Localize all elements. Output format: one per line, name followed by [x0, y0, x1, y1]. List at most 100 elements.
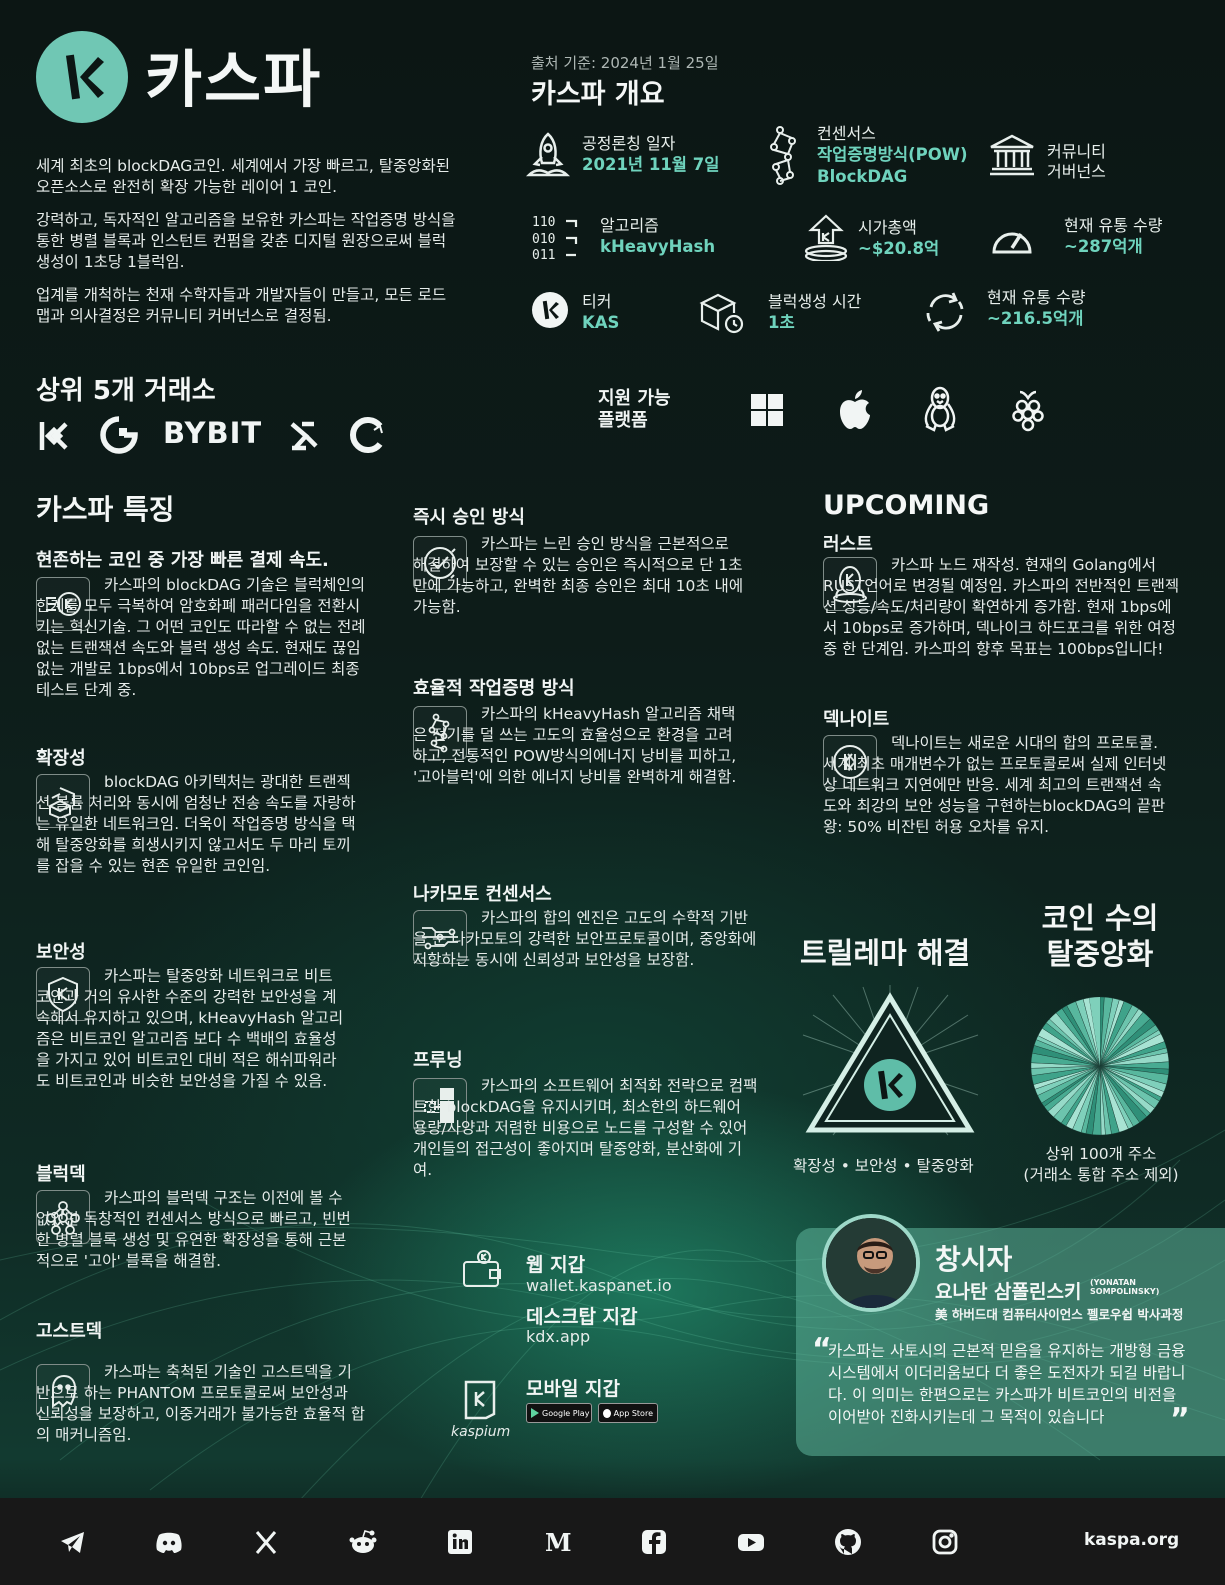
google-play-label: Google Play [542, 1408, 590, 1418]
app-store-button[interactable]: App Store [598, 1403, 658, 1423]
linux-tux-icon [922, 386, 958, 432]
block-time-icon [697, 290, 745, 336]
footer-site-link[interactable]: kaspa.org [1084, 1530, 1180, 1550]
exchange-coinex-icon[interactable] [348, 416, 386, 454]
community-label-1: 커뮤니티 [1047, 142, 1106, 161]
ticker-kaspa-icon [530, 290, 570, 330]
speed-title: 현존하는 코인 중 가장 빠른 결제 속도. [36, 550, 329, 571]
dagknight-icon [823, 735, 877, 789]
exchange-bitget-icon[interactable] [286, 419, 320, 453]
governance-building-icon [987, 132, 1037, 178]
ghostdag-ghost-icon [36, 1364, 90, 1418]
dagknight-text: 덱나이트는 새로운 시대의 합의 프로토콜. 세계 최초 매개변수가 없는 프로… [823, 733, 1168, 838]
kaspium-logo-icon [458, 1378, 502, 1422]
web-wallet-title: 웹 지갑 [526, 1254, 586, 1276]
exchanges-title: 상위 5개 거래소 [36, 376, 216, 406]
github-icon[interactable] [833, 1527, 863, 1557]
scalability-icon [36, 774, 90, 828]
speed-text-content: 카스파의 blockDAG 기술은 블럭체인의 한계를 모두 극복하여 암호화폐… [36, 576, 366, 699]
exchange-bybit-logo[interactable]: BYBIT [163, 416, 263, 450]
dagknight-text-content: 덱나이트는 새로운 시대의 합의 프로토콜. 세계 최초 매개변수가 없는 프로… [823, 734, 1167, 836]
platforms-label-2: 플랫폼 [598, 410, 648, 431]
intro-paragraph-2: 강력하고, 독자적인 알고리즘을 보유한 카스파는 작업증명 방식을 통한 병렬… [36, 211, 456, 271]
speed-text: 카스파의 blockDAG 기술은 블럭체인의 한계를 모두 극복하여 암호화폐… [36, 575, 366, 701]
raspberry-pi-icon [1010, 388, 1046, 432]
x-twitter-icon[interactable] [251, 1527, 281, 1557]
exchange-kucoin-icon[interactable] [36, 418, 72, 454]
founder-name-en-1: (YONATAN [1090, 1278, 1136, 1287]
security-title: 보안성 [36, 942, 86, 963]
svg-text:010: 010 [532, 232, 555, 247]
discord-icon[interactable] [154, 1527, 184, 1557]
youtube-icon[interactable] [736, 1527, 766, 1557]
consensus-value: 작업증명방식(POW) [817, 145, 968, 164]
background-network-lines [0, 1129, 1225, 1500]
footer-bar [0, 1498, 1225, 1585]
rocket-icon [524, 130, 572, 180]
medium-icon[interactable]: M [542, 1527, 572, 1557]
algorithm-value: kHeavyHash [600, 237, 716, 256]
instant-check-icon [413, 536, 467, 590]
overview-title: 카스파 개요 [531, 79, 665, 110]
overview-source: 출처 기준: 2024년 1월 25일 [531, 54, 719, 72]
svg-text:011: 011 [532, 248, 555, 261]
trilemma-triangle-icon [798, 985, 983, 1145]
linkedin-icon[interactable] [445, 1527, 475, 1557]
rust-title: 러스트 [823, 534, 873, 555]
supply-value: ~287억개 [1064, 237, 1143, 256]
mobile-wallet-title: 모바일 지갑 [526, 1378, 621, 1400]
ticker-value: KAS [582, 313, 620, 332]
founder-title: 창시자 [935, 1243, 1013, 1276]
founder-avatar [822, 1214, 920, 1312]
ticker-label: 티커 [582, 292, 612, 311]
intro-paragraph-1: 세계 최초의 blockDAG코인. 세계에서 가장 빠르고, 탈중앙화된 오픈… [36, 157, 451, 196]
instagram-icon[interactable] [930, 1527, 960, 1557]
supply-label: 현재 유통 수량 [1064, 216, 1163, 235]
trilemma-title: 트릴레마 해결 [800, 936, 971, 970]
algorithm-label: 알고리즘 [600, 216, 659, 235]
exchange-gate-icon[interactable] [100, 416, 138, 454]
pow-title: 효율적 작업증명 방식 [413, 678, 575, 699]
circulation-label: 현재 유통 수량 [987, 288, 1086, 307]
founder-name: 요나탄 삼폴린스키 [935, 1281, 1082, 1303]
web-wallet-icon [460, 1248, 504, 1292]
decentral-caption-1: 상위 100개 주소 [1045, 1145, 1157, 1163]
pruning-title: 프루닝 [413, 1050, 463, 1071]
facebook-icon[interactable] [639, 1527, 669, 1557]
block-time-value: 1초 [768, 313, 795, 332]
market-cap-value: ~$20.8억 [858, 239, 940, 258]
intro-text: 세계 최초의 blockDAG코인. 세계에서 가장 빠르고, 탈중앙화된 오픈… [36, 156, 456, 327]
scalability-text: blockDAG 아키텍처는 광대한 트랜젝션 볼륨 처리와 동시에 엄청난 전… [36, 772, 356, 877]
founder-name-en-2: SOMPOLINSKY) [1090, 1287, 1160, 1296]
nakamoto-title: 나카모토 컨센서스 [413, 884, 552, 905]
blockdag-network-icon [765, 124, 803, 186]
telegram-icon[interactable] [58, 1527, 88, 1557]
decentral-caption-2: (거래소 통합 주소 제외) [1023, 1166, 1179, 1184]
dagknight-title: 덱나이트 [823, 709, 890, 730]
launch-label: 공정론칭 일자 [582, 134, 676, 153]
blockdag-icon [36, 1190, 90, 1244]
consensus-value-2: BlockDAG [817, 167, 908, 186]
pow-text-content: 카스파의 kHeavyHash 알고리즘 채택은 전기를 덜 쓰는 고도의 효율… [413, 705, 737, 786]
market-cap-icon [800, 212, 852, 262]
speed-icon [36, 577, 90, 631]
decentral-title-1: 코인 수의 [1041, 901, 1159, 935]
ghostdag-text-content: 카스파는 축척된 기술인 고스트덱을 기반으로 하는 PHANTOM 프로토콜로… [36, 1363, 366, 1444]
app-store-label: App Store [613, 1408, 653, 1418]
nakamoto-text-content: 카스파의 합의 엔진은 고도의 수학적 기반을 둔 나카모토의 강력한 보안프로… [413, 909, 757, 969]
instant-text: 카스파는 느린 승인 방식을 근본적으로 해결하여 보장할 수 있는 승인은 즉… [413, 534, 748, 618]
features-title: 카스파 특징 [36, 493, 175, 526]
web-wallet-link[interactable]: wallet.kaspanet.io [526, 1276, 672, 1295]
nakamoto-circuit-icon [413, 910, 467, 964]
pruning-text-content: 카스파의 소프트웨어 최적화 전략으로 컴팩트한 blockDAG을 유지시키며… [413, 1077, 758, 1179]
reddit-icon[interactable] [348, 1527, 378, 1557]
scalability-text-content: blockDAG 아키텍처는 광대한 트랜젝션 볼륨 처리와 동시에 엄청난 전… [36, 773, 356, 875]
founder-quote: 카스파는 사토시의 근본적 믿음을 유지하는 개방형 금융 시스템에서 이더리움… [828, 1342, 1186, 1426]
blockdag-text: 카스파의 블럭덱 구조는 이전에 볼 수 없었던 독창적인 컨센서스 방식으로 … [36, 1188, 351, 1272]
page-title: 카스파 [145, 43, 323, 116]
google-play-button[interactable]: Google Play [526, 1403, 592, 1423]
top-100-addresses-pie [1030, 996, 1170, 1136]
apple-icon [838, 388, 872, 430]
desktop-wallet-link[interactable]: kdx.app [526, 1327, 591, 1346]
kaspium-label: kaspium [451, 1424, 511, 1440]
